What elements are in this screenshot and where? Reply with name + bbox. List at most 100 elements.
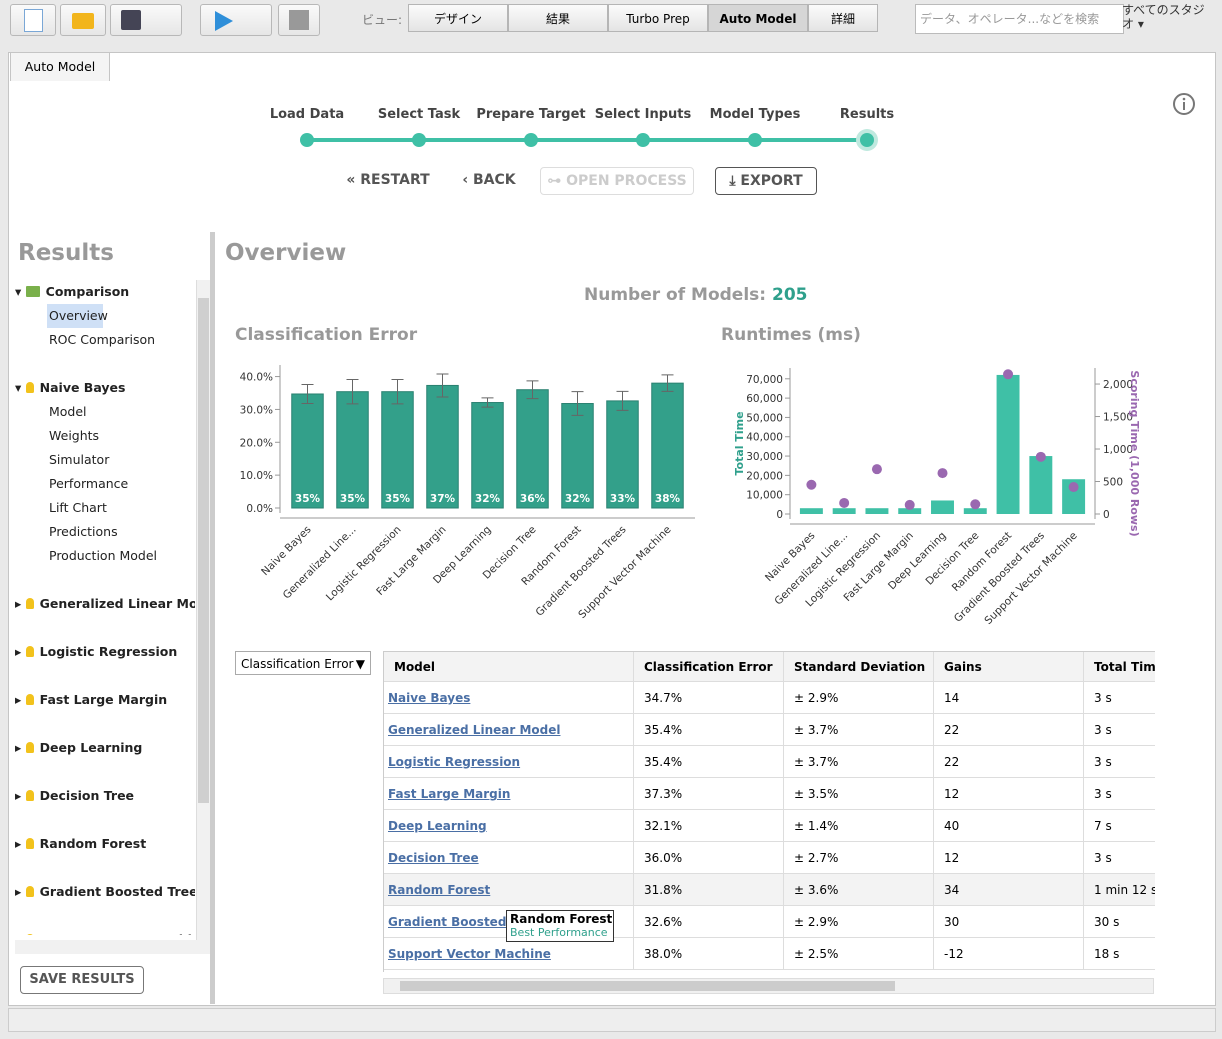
tree-group[interactable]: ▸ Gradient Boosted Trees (15, 880, 195, 904)
tree-scrollbar[interactable] (196, 280, 211, 940)
y2-tick-label: 2,000 (1103, 379, 1133, 391)
save-button[interactable] (110, 4, 182, 36)
studio-label: すべてのスタジオ (1122, 3, 1205, 31)
action-button[interactable]: ‹ BACK (462, 172, 516, 188)
tree-item[interactable]: Lift Chart (49, 500, 107, 515)
value-label: 38% (655, 493, 681, 505)
table-cell: 35.4% (634, 714, 784, 746)
point (806, 479, 817, 490)
group-icon (25, 646, 34, 657)
tree-group[interactable]: ▸ Logistic Regression (15, 644, 178, 659)
model-link[interactable]: Random Forest (384, 874, 634, 906)
step-dot (748, 133, 762, 147)
table-cell: ± 3.7% (784, 714, 934, 746)
error-bar (661, 374, 674, 392)
model-link[interactable]: Generalized Linear Model (384, 714, 634, 746)
group-icon (25, 886, 34, 897)
error-bar (481, 397, 494, 408)
tree-spacer (15, 664, 195, 688)
tree-spacer (15, 904, 195, 928)
group-icon (25, 286, 40, 297)
group-label: Support Vector Machine (40, 932, 195, 935)
run-button[interactable] (200, 4, 272, 36)
action-button[interactable]: ⊶ OPEN PROCESS (540, 167, 694, 195)
table-cell: -12 (934, 938, 1084, 970)
open-button[interactable] (60, 4, 106, 36)
action-button[interactable]: ⤓ EXPORT (715, 167, 817, 195)
tree-group[interactable]: ▸ Deep Learning (15, 740, 143, 755)
point (937, 468, 948, 479)
group-icon (25, 382, 34, 393)
studio-menu[interactable]: すべてのスタジオ ▾ (1122, 3, 1205, 31)
model-link[interactable]: Logistic Regression (384, 746, 634, 778)
tree-hscrollbar[interactable] (15, 940, 210, 954)
model-link[interactable]: Deep Learning (384, 810, 634, 842)
group-label: Comparison (45, 284, 130, 299)
action-button[interactable]: « RESTART (346, 172, 430, 188)
table-cell: 30 s (1084, 906, 1155, 938)
model-link[interactable]: Naive Bayes (384, 682, 634, 714)
model-link[interactable]: Support Vector Machine (384, 938, 634, 970)
view-button[interactable]: Auto Model (708, 4, 808, 32)
tree-item[interactable]: Model (49, 404, 87, 419)
tree-spacer (15, 760, 195, 784)
search-placeholder: データ、オペレータ...などを検索 (920, 12, 1100, 26)
bar (606, 400, 639, 509)
tree-group[interactable]: ▸ Random Forest (15, 836, 147, 851)
step-dot (300, 133, 314, 147)
group-label: Random Forest (39, 836, 147, 851)
group-icon (25, 694, 34, 705)
bar (336, 391, 369, 509)
metric-selector[interactable]: Classification Error ▼ (235, 651, 371, 675)
step-dot (524, 133, 538, 147)
runtimes-chart: 0 10,000 20,000 30,000 40,000 50,000 60,000 70,… (733, 368, 1141, 627)
error-bar (391, 379, 404, 405)
tree-item[interactable]: Weights (49, 428, 100, 443)
tree-item[interactable]: ROC Comparison (49, 332, 156, 347)
table-cell: 22 (934, 746, 1084, 778)
tree-group[interactable]: ▸ Support Vector Machine (15, 928, 195, 935)
table-cell: 38.0% (634, 938, 784, 970)
info-icon[interactable] (1172, 92, 1196, 116)
status-bar (8, 1008, 1216, 1032)
view-button[interactable]: 結果 (508, 4, 608, 32)
model-link[interactable]: Decision Tree (384, 842, 634, 874)
tree-group[interactable]: ▸ Fast Large Margin (15, 692, 168, 707)
table-cell: 40 (934, 810, 1084, 842)
save-results-button[interactable]: SAVE RESULTS (20, 966, 144, 994)
action-label: OPEN PROCESS (566, 173, 687, 189)
tree-item[interactable]: Overview (15, 304, 195, 328)
view-button[interactable]: 詳細 (808, 4, 878, 32)
column-header[interactable]: Model (384, 652, 634, 682)
tree-group[interactable]: ▾ Comparison (15, 284, 130, 299)
tree-group[interactable]: ▾ Naive Bayes (15, 380, 126, 395)
table-cell: 3 s (1084, 714, 1155, 746)
tooltip-subtitle: Best Performance (510, 926, 608, 939)
tree-item[interactable]: Production Model (49, 548, 158, 563)
bar (291, 393, 324, 509)
table-cell: 18 s (1084, 938, 1155, 970)
tree-item[interactable]: Predictions (49, 524, 118, 539)
stop-button[interactable] (278, 4, 320, 36)
tree-item[interactable]: Simulator (49, 452, 110, 467)
table-hscrollbar[interactable] (383, 978, 1154, 994)
column-header[interactable]: Gains (934, 652, 1084, 682)
tree-item[interactable]: Performance (49, 476, 129, 491)
column-header[interactable]: Classification Error (634, 652, 784, 682)
model-link[interactable]: Fast Large Margin (384, 778, 634, 810)
error-bar (301, 383, 314, 405)
new-button[interactable] (10, 4, 56, 36)
metric-selector-label: Classification Error (241, 657, 354, 671)
y-tick-label: 30,000 (746, 451, 783, 463)
column-header[interactable]: Standard Deviation (784, 652, 934, 682)
tab[interactable]: Auto Model (10, 52, 110, 81)
view-button[interactable]: Turbo Prep (608, 4, 708, 32)
bar (651, 382, 684, 509)
view-button[interactable]: デザイン (408, 4, 508, 32)
splitter[interactable] (210, 232, 215, 1004)
column-header[interactable]: Total Time (1084, 652, 1155, 682)
tree-group[interactable]: ▸ Generalized Linear Model (15, 592, 195, 616)
tree-group[interactable]: ▸ Decision Tree (15, 788, 135, 803)
search-box[interactable]: データ、オペレータ...などを検索 (915, 4, 1124, 34)
